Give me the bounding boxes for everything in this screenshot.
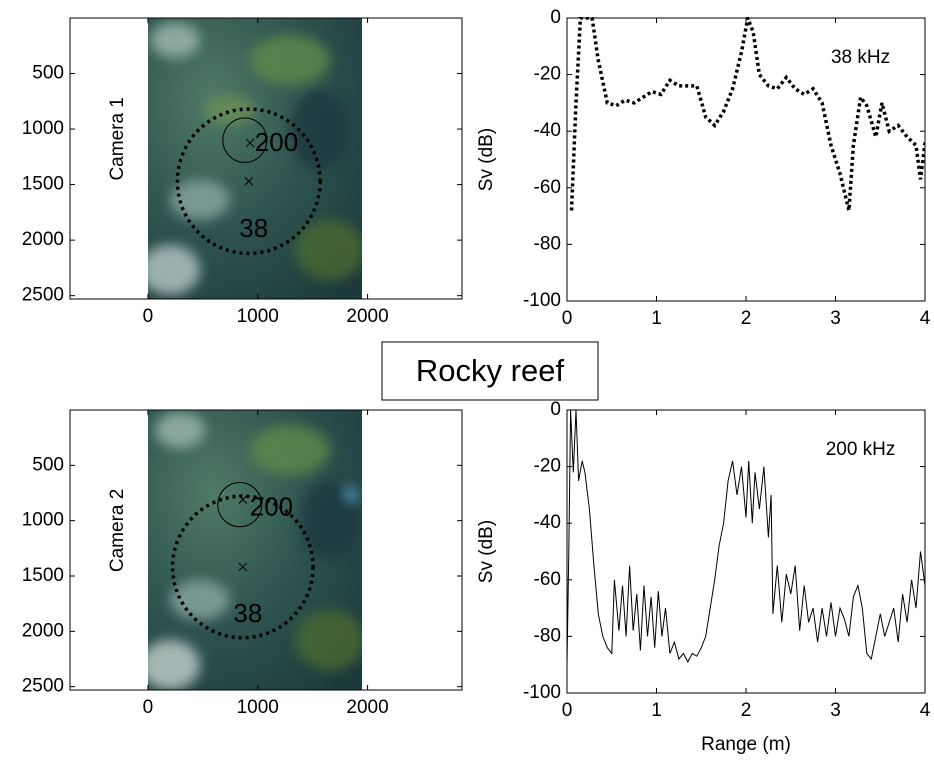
photo-1 [148,18,362,299]
y-tick-label: 1500 [22,565,64,586]
x-axis-label: Range (m) [701,734,791,755]
range-circle [222,117,268,163]
y-tick-label: 0 [550,399,561,420]
y-tick-label: -80 [534,625,561,646]
x-tick-label: 1 [651,308,662,329]
y-tick-label: 1000 [22,118,64,139]
circle-label: 38 [233,598,262,628]
range-circle [170,494,315,640]
range-circle [217,481,263,528]
x-tick-label: 3 [830,308,841,329]
circle-label: 200 [255,127,298,157]
x-tick-label: 3 [830,700,841,721]
y-tick-label: -100 [523,682,561,703]
x-tick-label: 1000 [237,697,279,718]
y-tick-label: 0 [550,7,561,28]
figure-label-box [381,341,599,401]
axes-box [69,17,463,300]
center-cross [244,176,254,186]
x-tick-label: 2000 [346,306,388,327]
sv-line [567,409,925,665]
y-tick-label: 2500 [22,676,64,697]
camera-label: Camera 2 [107,489,128,572]
y-tick-label: -60 [534,177,561,198]
y-tick-label: 1500 [22,174,64,195]
annotation: 200 kHz [826,439,896,460]
y-tick-label: 500 [32,454,64,475]
y-axis-label: Sv (dB) [476,128,497,191]
y-tick-label: 1000 [22,510,64,531]
y-tick-label: -20 [534,456,561,477]
y-tick-label: -40 [534,120,561,141]
center-cross [245,138,255,148]
figure-label: Rocky reef [416,353,565,388]
x-tick-label: 1000 [237,306,279,327]
annotation: 38 kHz [831,47,890,68]
circle-label: 38 [239,213,268,243]
y-tick-label: 2000 [22,620,64,641]
center-cross [238,562,248,572]
y-axis-label: Sv (dB) [476,520,497,583]
range-circle [175,107,322,256]
camera-label: Camera 1 [107,97,128,180]
y-tick-label: 2500 [22,285,64,306]
x-tick-label: 2 [741,308,752,329]
y-tick-label: -100 [523,290,561,311]
x-tick-label: 0 [562,700,573,721]
x-tick-label: 4 [920,700,931,721]
x-tick-label: 0 [143,306,154,327]
sv-line [569,17,925,211]
x-tick-label: 2 [741,700,752,721]
y-tick-label: 2000 [22,229,64,250]
x-tick-label: 0 [143,697,154,718]
y-tick-label: -40 [534,512,561,533]
y-tick-label: -80 [534,233,561,254]
axes-box [69,409,463,691]
y-tick-label: 500 [32,63,64,84]
x-tick-label: 4 [920,308,931,329]
x-tick-label: 2000 [346,697,388,718]
y-tick-label: -20 [534,64,561,85]
x-tick-label: 0 [562,308,573,329]
x-tick-label: 1 [651,700,662,721]
y-tick-label: -60 [534,569,561,590]
